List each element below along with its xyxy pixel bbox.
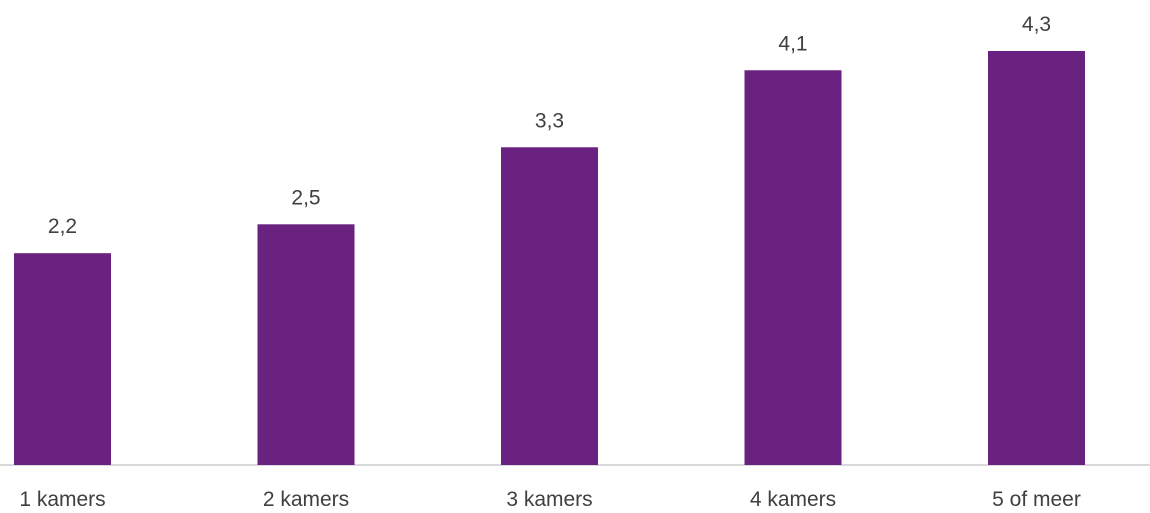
- bar-2: [257, 224, 355, 465]
- value-label-2: 2,5: [291, 186, 320, 209]
- value-label-3: 3,3: [535, 109, 564, 132]
- x-tick-label-1: 1 kamers: [19, 488, 105, 511]
- bar-5: [988, 51, 1085, 465]
- value-label-5: 4,3: [1022, 13, 1051, 36]
- x-tick-label-2: 2 kamers: [263, 488, 349, 511]
- bar-4: [744, 70, 842, 466]
- bars-group: [14, 51, 1085, 466]
- value-label-1: 2,2: [48, 215, 77, 238]
- x-tick-label-3: 3 kamers: [506, 488, 592, 511]
- value-labels-group: 2,2 2,5 3,3 4,1 4,3: [48, 13, 1051, 238]
- value-label-4: 4,1: [778, 32, 807, 55]
- x-tick-label-4: 4 kamers: [750, 488, 836, 511]
- x-tick-label-5: 5 of meer: [992, 488, 1081, 511]
- bar-1: [14, 253, 111, 465]
- x-tick-labels-group: 1 kamers 2 kamers 3 kamers 4 kamers 5 of mee…: [19, 488, 1081, 511]
- bar-3: [501, 147, 598, 466]
